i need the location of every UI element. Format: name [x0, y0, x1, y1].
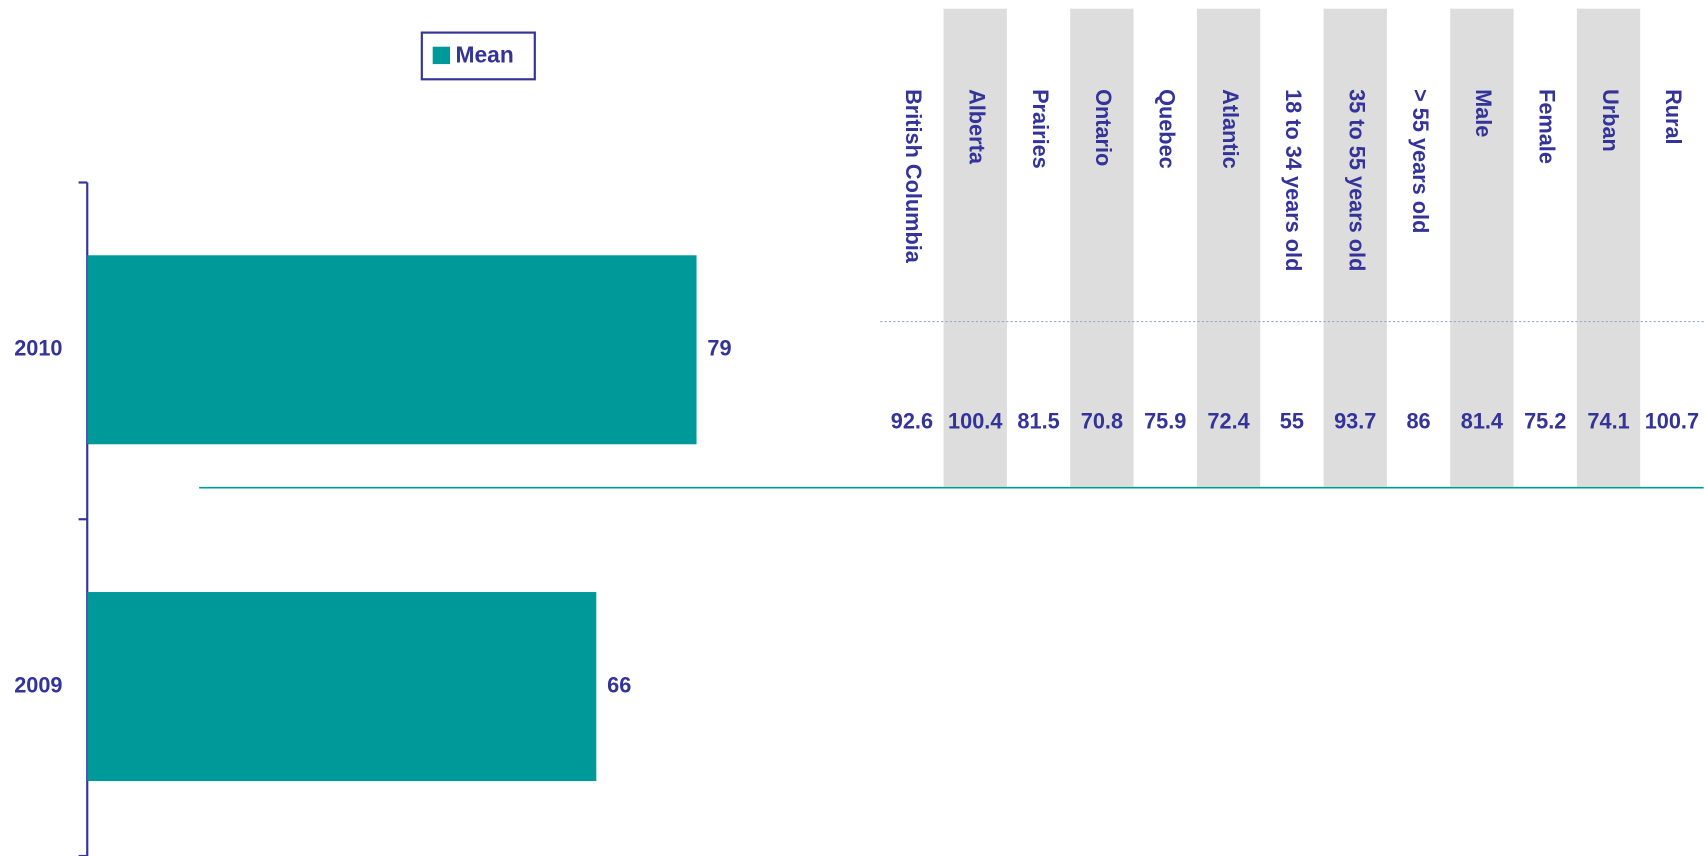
data-label: 79 — [707, 336, 731, 361]
column-header: Rural — [1661, 89, 1686, 145]
column-shade — [943, 8, 1007, 487]
column-header: Female — [1534, 89, 1559, 164]
column-header: Prairies — [1028, 89, 1053, 169]
table-shading — [943, 8, 1641, 487]
legend-label: Mean — [456, 42, 514, 68]
cell-value: 75.9 — [1144, 408, 1186, 433]
cell-value: 75.2 — [1524, 408, 1566, 433]
column-header: Alberta — [965, 89, 990, 165]
cell-value: 81.5 — [1017, 408, 1059, 433]
column-shade — [1576, 8, 1641, 487]
column-header: > 55 years old — [1408, 89, 1433, 233]
column-header: British Columbia — [901, 89, 926, 264]
cell-value: 74.1 — [1587, 408, 1629, 433]
bar — [87, 255, 697, 445]
data-label: 66 — [607, 672, 631, 697]
column-shade — [1323, 8, 1387, 487]
column-header: 18 to 34 years old — [1281, 89, 1306, 271]
y-tick-label: 2009 — [14, 672, 62, 697]
cell-value: 93.7 — [1334, 408, 1376, 433]
legend-box — [420, 31, 536, 81]
cell-value: 100.4 — [948, 408, 1002, 433]
column-header: Quebec — [1154, 89, 1179, 169]
column-header: Ontario — [1091, 89, 1116, 166]
y-tick-label: 2010 — [14, 336, 62, 361]
column-shade — [1070, 8, 1134, 487]
cell-value: 100.7 — [1645, 408, 1699, 433]
bar — [87, 592, 597, 782]
cell-value: 81.4 — [1461, 408, 1503, 433]
column-header: Male — [1471, 89, 1496, 137]
column-header: Atlantic — [1218, 89, 1243, 169]
column-header: 35 to 55 years old — [1344, 89, 1369, 271]
cell-value: 86 — [1406, 408, 1430, 433]
legend-swatch — [432, 46, 451, 65]
column-shade — [1450, 8, 1514, 487]
cell-value: 72.4 — [1207, 408, 1249, 433]
cell-value: 55 — [1280, 408, 1304, 433]
column-header: Urban — [1598, 89, 1623, 152]
cell-value: 92.6 — [891, 408, 933, 433]
column-shade — [1196, 8, 1261, 487]
cell-value: 70.8 — [1081, 408, 1123, 433]
